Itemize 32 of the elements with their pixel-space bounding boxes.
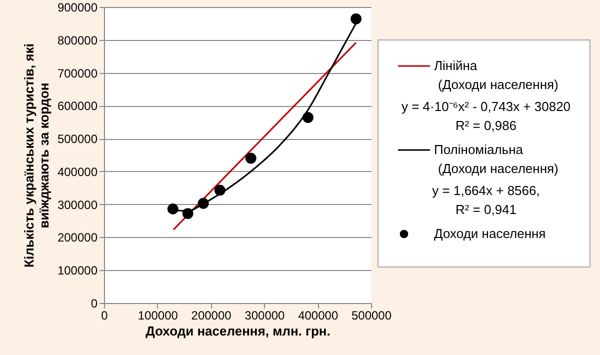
point <box>182 208 194 220</box>
point <box>302 112 314 123</box>
y-tick-label: 500000 <box>57 132 98 146</box>
text: y = 1,664x + 8566, <box>432 183 540 198</box>
legend-label: Поліноміальна (Доходи населення) <box>434 142 558 176</box>
y-tick-label: 900000 <box>57 0 98 14</box>
y-tick-label: 100000 <box>57 264 98 278</box>
text: y = 4·10⁻⁶x² - 0,743x + 30820 <box>401 99 571 114</box>
point <box>350 13 362 24</box>
text: R² = 0,941 <box>455 202 517 217</box>
text: R² = 0,986 <box>455 118 517 133</box>
point <box>214 184 226 196</box>
point <box>245 152 256 164</box>
legend-label: Доходи населення <box>434 226 546 241</box>
y-tick-label: 700000 <box>57 66 98 80</box>
y-tick-label: 200000 <box>57 230 98 245</box>
x-tick-label: 100000 <box>138 308 178 322</box>
y-tick-label: 800000 <box>57 33 98 48</box>
legend-label: Лінійна (Доходи населення) <box>434 58 558 92</box>
x-tick-label: 200000 <box>191 308 232 322</box>
y-tick-label: 300000 <box>57 198 98 212</box>
x-tick-label: 500000 <box>351 308 392 322</box>
x-axis-title: Доходи населення, млн. грн. <box>146 324 330 338</box>
y-tick-label: 0 <box>90 296 98 310</box>
x-tick-label: 400000 <box>298 308 338 322</box>
y-tick-label: 400000 <box>57 164 98 179</box>
y-axis-title: Кількість українських туристів, які виїжджають за кордон <box>21 44 52 268</box>
x-tick-label: 0 <box>101 308 108 322</box>
x-tick-label: 300000 <box>244 308 286 322</box>
y-tick-label: 600000 <box>57 99 98 114</box>
point <box>198 198 209 209</box>
point <box>167 203 178 214</box>
